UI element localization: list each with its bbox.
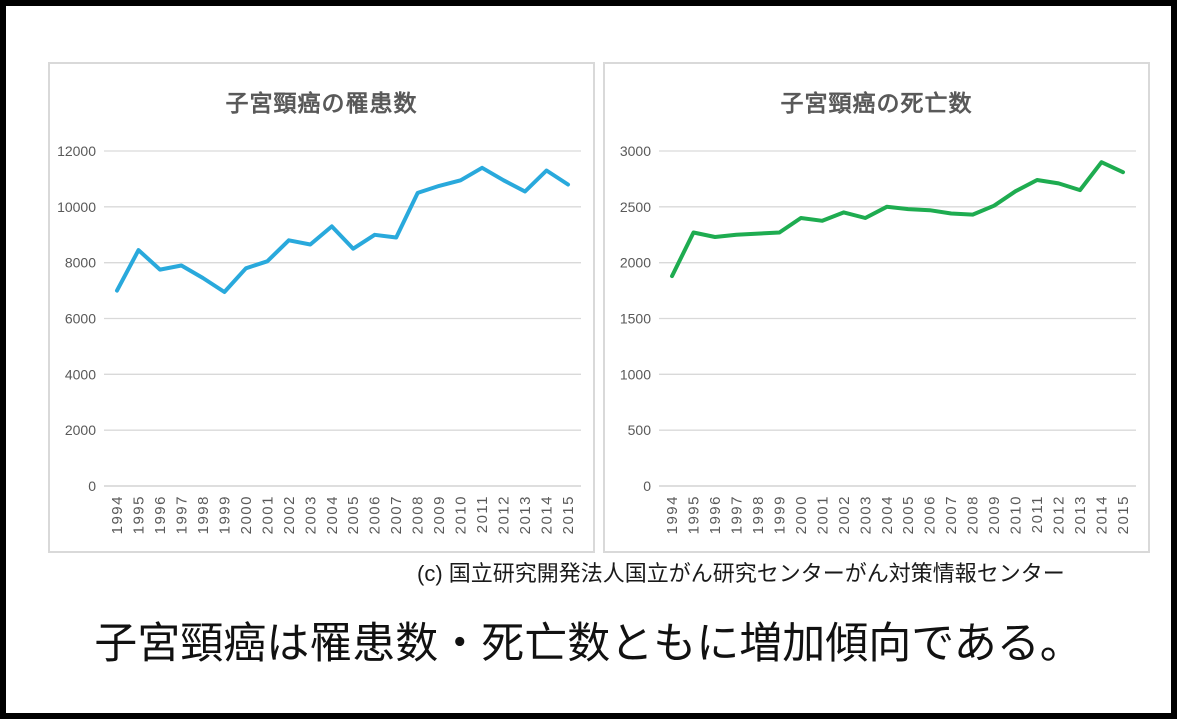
x-tick-label: 2014 (539, 495, 556, 534)
y-tick-label: 1000 (620, 366, 651, 382)
x-tick-label: 2001 (259, 495, 276, 534)
y-tick-label: 1500 (620, 311, 651, 327)
x-tick-label: 2002 (836, 495, 853, 534)
x-tick-label: 2011 (1029, 495, 1046, 533)
x-tick-label: 1998 (195, 495, 212, 534)
x-tick-label: 2015 (1115, 495, 1132, 534)
y-tick-label: 0 (643, 478, 651, 494)
y-tick-label: 2000 (620, 255, 651, 271)
x-tick-label: 2013 (517, 495, 534, 534)
x-tick-label: 2004 (879, 495, 896, 534)
conclusion-text: 子宮頸癌は罹患数・死亡数ともに増加傾向である。 (94, 620, 1083, 668)
x-tick-label: 1995 (685, 495, 702, 534)
x-tick-label: 2009 (431, 495, 448, 534)
x-tick-label: 2015 (560, 495, 577, 534)
data-line (115, 165, 570, 294)
x-tick-label: 2010 (1008, 495, 1025, 534)
x-tick-label: 1999 (771, 495, 788, 534)
x-tick-label: 2008 (965, 495, 982, 534)
y-tick-label: 6000 (65, 311, 96, 327)
source-caption: (c) 国立研究開発法人国立がん研究センターがん対策情報センター (417, 561, 1065, 586)
x-tick-label: 1994 (664, 495, 681, 534)
x-tick-label: 1996 (152, 495, 169, 534)
x-tick-label: 2007 (388, 495, 405, 534)
x-tick-label: 2009 (986, 495, 1003, 534)
x-tick-label: 1995 (130, 495, 147, 534)
incidence-chart-title: 子宮頸癌の罹患数 (225, 90, 418, 116)
x-tick-label: 2005 (900, 495, 917, 534)
x-tick-label: 1997 (728, 495, 745, 534)
x-tick-label: 2003 (302, 495, 319, 534)
incidence-chart-panel: 子宮頸癌の罹患数 0 2000 4000 6000 8000 10000 12000 1994… (48, 62, 595, 553)
x-tick-label: 2008 (410, 495, 427, 534)
y-tick-label: 500 (628, 422, 652, 438)
x-tick-label: 2002 (281, 495, 298, 534)
y-tick-label: 12000 (57, 143, 96, 159)
y-tick-label: 10000 (57, 199, 96, 215)
x-tick-label: 2012 (496, 495, 513, 534)
x-tick-label: 2014 (1094, 495, 1111, 534)
x-tick-label: 2013 (1072, 495, 1089, 534)
data-line (670, 160, 1125, 279)
x-tick-label: 2011 (474, 495, 491, 533)
x-tick-label: 2010 (453, 495, 470, 534)
mortality-line-chart: 0 500 1000 1500 2000 2500 3000 1994 1995 1996 1997… (620, 143, 1136, 534)
x-tick-label: 2004 (324, 495, 341, 534)
x-tick-label: 2005 (345, 495, 362, 534)
x-tick-label: 2006 (367, 495, 384, 534)
x-tick-label: 2007 (943, 495, 960, 534)
x-tick-label: 2012 (1051, 495, 1068, 534)
x-tick-label: 1994 (109, 495, 126, 534)
x-tick-label: 1996 (707, 495, 724, 534)
x-tick-label: 2006 (922, 495, 939, 534)
y-tick-label: 0 (88, 478, 96, 494)
x-tick-label: 1998 (750, 495, 767, 534)
x-tick-label: 2003 (857, 495, 874, 534)
y-tick-label: 4000 (65, 366, 96, 382)
y-tick-label: 2500 (620, 199, 651, 215)
x-tick-label: 1999 (216, 495, 233, 534)
x-tick-label: 2000 (793, 495, 810, 534)
mortality-chart-panel: 子宮頸癌の死亡数 0 500 1000 1500 2000 2500 3000 1994 199… (603, 62, 1150, 553)
x-tick-label: 2000 (238, 495, 255, 534)
y-tick-label: 2000 (65, 422, 96, 438)
x-tick-label: 1997 (173, 495, 190, 534)
y-tick-label: 8000 (65, 255, 96, 271)
mortality-chart-title: 子宮頸癌の死亡数 (780, 90, 973, 116)
x-tick-label: 2001 (814, 495, 831, 534)
y-tick-label: 3000 (620, 143, 651, 159)
